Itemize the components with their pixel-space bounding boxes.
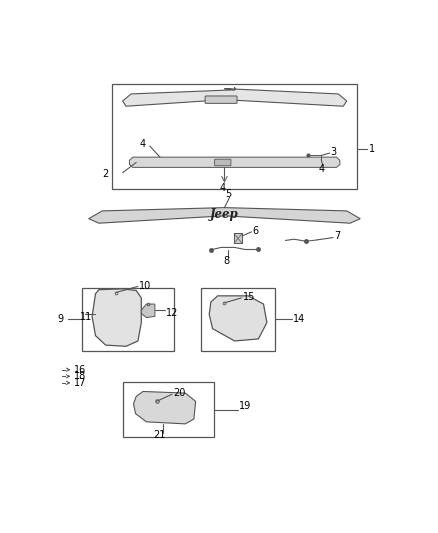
Text: 4: 4 bbox=[140, 139, 146, 149]
Polygon shape bbox=[130, 157, 340, 167]
Polygon shape bbox=[134, 391, 196, 424]
Polygon shape bbox=[92, 289, 141, 346]
FancyBboxPatch shape bbox=[215, 159, 231, 166]
Text: 11: 11 bbox=[80, 312, 92, 322]
Polygon shape bbox=[209, 296, 267, 341]
FancyBboxPatch shape bbox=[205, 96, 237, 103]
Text: 14: 14 bbox=[293, 314, 306, 325]
Text: 17: 17 bbox=[74, 378, 87, 388]
Bar bbox=[234, 233, 242, 243]
Text: 9: 9 bbox=[57, 314, 64, 325]
Bar bbox=[82, 288, 173, 351]
Text: 6: 6 bbox=[253, 225, 259, 236]
Text: 15: 15 bbox=[243, 292, 255, 302]
Text: 7: 7 bbox=[334, 231, 340, 241]
Text: 19: 19 bbox=[239, 401, 251, 411]
Text: 4: 4 bbox=[318, 165, 324, 174]
Text: 3: 3 bbox=[331, 147, 337, 157]
Text: 1: 1 bbox=[369, 144, 375, 155]
Bar bbox=[123, 382, 214, 438]
Polygon shape bbox=[88, 207, 360, 223]
Text: 16: 16 bbox=[74, 365, 87, 375]
Text: 20: 20 bbox=[173, 388, 185, 398]
Text: Jeep: Jeep bbox=[210, 208, 239, 222]
Bar bbox=[113, 84, 357, 189]
Text: 4: 4 bbox=[220, 183, 226, 193]
Polygon shape bbox=[123, 87, 346, 106]
Text: 10: 10 bbox=[139, 281, 151, 292]
Polygon shape bbox=[141, 304, 155, 318]
Text: 2: 2 bbox=[102, 169, 109, 179]
Text: 12: 12 bbox=[166, 308, 178, 318]
Bar bbox=[201, 288, 276, 351]
Text: 5: 5 bbox=[225, 189, 231, 199]
Text: 8: 8 bbox=[223, 255, 229, 265]
Text: 18: 18 bbox=[74, 372, 87, 381]
Text: 21: 21 bbox=[153, 430, 165, 440]
